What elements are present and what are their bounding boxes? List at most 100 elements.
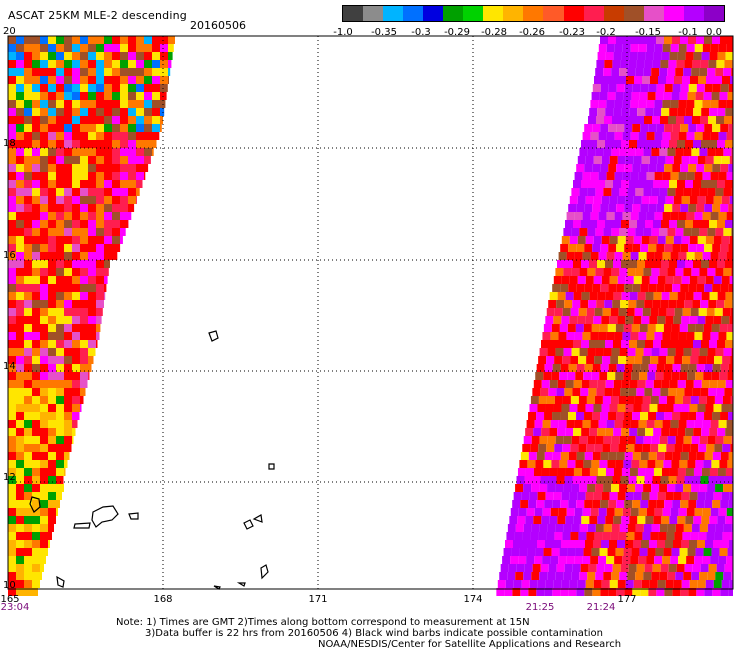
swath-cell bbox=[662, 420, 671, 428]
swath-cell bbox=[88, 172, 96, 180]
swath-cell bbox=[669, 428, 678, 436]
swath-cell bbox=[625, 156, 634, 164]
swath-cell bbox=[590, 332, 599, 340]
swath-cell bbox=[678, 44, 687, 52]
swath-cell bbox=[72, 188, 80, 196]
swath-cell bbox=[716, 116, 724, 124]
swath-cell bbox=[64, 292, 72, 300]
swath-cell bbox=[40, 452, 48, 460]
swath-cell bbox=[104, 68, 112, 76]
swath-cell bbox=[566, 508, 575, 516]
swath-cell bbox=[569, 492, 578, 500]
swath-cell bbox=[24, 300, 32, 308]
swath-cell bbox=[584, 588, 593, 596]
swath-cell bbox=[531, 524, 540, 532]
swath-cell bbox=[32, 452, 40, 460]
swath-cell bbox=[711, 92, 720, 100]
swath-cell bbox=[705, 492, 714, 500]
swath-cell bbox=[666, 308, 675, 316]
swath-cell bbox=[80, 220, 88, 228]
swath-cell bbox=[667, 348, 676, 356]
swath-cell bbox=[56, 452, 64, 460]
swath-cell bbox=[16, 580, 24, 588]
swath-cell bbox=[48, 468, 56, 476]
swath-cell bbox=[56, 292, 64, 300]
swath-cell bbox=[80, 212, 88, 220]
swath-cell bbox=[670, 556, 679, 564]
swath-cell bbox=[32, 244, 40, 252]
swath-cell bbox=[72, 388, 80, 396]
swath-cell bbox=[88, 364, 92, 372]
swath-cell bbox=[648, 500, 657, 508]
swath-cell bbox=[96, 252, 104, 260]
swath-cell bbox=[596, 564, 605, 572]
swath-cell bbox=[694, 420, 703, 428]
lon-label-165: 165 bbox=[0, 594, 20, 605]
swath-cell bbox=[64, 356, 72, 364]
swath-cell bbox=[72, 92, 80, 100]
swath-cell bbox=[555, 436, 564, 444]
swath-cell bbox=[40, 124, 48, 132]
swath-cell bbox=[536, 412, 545, 420]
swath-cell bbox=[8, 108, 16, 116]
swath-cell bbox=[16, 44, 24, 52]
swath-cell bbox=[8, 148, 16, 156]
swath-cell bbox=[650, 356, 659, 364]
swath-cell bbox=[80, 100, 88, 108]
swath-cell bbox=[730, 532, 733, 540]
swath-cell bbox=[651, 148, 660, 156]
swath-cell bbox=[700, 116, 708, 124]
swath-cell bbox=[80, 124, 88, 132]
swath-cell bbox=[693, 140, 701, 148]
swath-cell bbox=[720, 500, 729, 508]
swath-cell bbox=[48, 212, 56, 220]
swath-cell bbox=[625, 276, 634, 284]
swath-cell bbox=[599, 460, 608, 468]
swath-cell bbox=[112, 36, 120, 44]
swath-cell bbox=[513, 492, 522, 500]
swath-cell bbox=[8, 556, 16, 564]
swath-cell bbox=[616, 284, 625, 292]
swath-cell bbox=[24, 316, 32, 324]
swath-cell bbox=[8, 388, 16, 396]
swath-cell bbox=[616, 244, 625, 252]
swath-cell bbox=[64, 124, 72, 132]
swath-cell bbox=[633, 580, 642, 588]
swath-cell bbox=[56, 260, 64, 268]
swath-cell bbox=[648, 244, 657, 252]
swath-cell bbox=[128, 100, 136, 108]
swath-cell bbox=[641, 492, 650, 500]
swath-cell bbox=[686, 252, 695, 260]
swath-cell bbox=[570, 356, 579, 364]
swath-cell bbox=[64, 300, 72, 308]
swath-cell bbox=[730, 444, 733, 452]
swath-cell bbox=[653, 52, 662, 60]
swath-cell bbox=[716, 300, 725, 308]
swath-cell bbox=[136, 68, 144, 76]
swath-cell bbox=[576, 244, 585, 252]
swath-cell bbox=[591, 324, 600, 332]
swath-cell bbox=[693, 52, 702, 60]
swath-cell bbox=[687, 324, 696, 332]
swath-cell bbox=[616, 36, 624, 44]
swath-cell bbox=[692, 388, 701, 396]
swath-cell bbox=[64, 84, 72, 92]
swath-cell bbox=[120, 148, 128, 156]
swath-cell bbox=[104, 100, 112, 108]
swath-cell bbox=[590, 420, 599, 428]
swath-cell bbox=[64, 276, 72, 284]
swath-cell bbox=[613, 292, 622, 300]
swath-cell bbox=[580, 388, 589, 396]
swath-cell bbox=[657, 404, 666, 412]
swath-cell bbox=[728, 36, 733, 44]
swath-cell bbox=[40, 180, 48, 188]
swath-cell bbox=[72, 308, 80, 316]
swath-cell bbox=[80, 164, 88, 172]
swath-cell bbox=[8, 396, 16, 404]
swath-cell bbox=[120, 236, 123, 244]
swath-cell bbox=[656, 412, 665, 420]
swath-cell bbox=[585, 404, 594, 412]
swath-cell bbox=[589, 428, 598, 436]
swath-cell bbox=[667, 148, 676, 156]
swath-cell bbox=[40, 508, 48, 516]
